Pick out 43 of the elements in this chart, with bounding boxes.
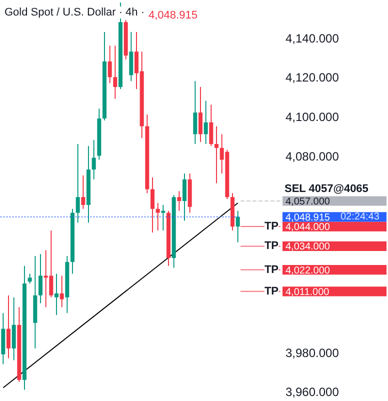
candlestick [193, 80, 198, 144]
ref-line-label: TP [264, 285, 279, 298]
candlestick [198, 86, 202, 143]
candlestick [12, 296, 16, 361]
candlestick [177, 190, 182, 212]
candlestick [81, 174, 86, 210]
candlestick [236, 210, 240, 243]
y-tick-label: 3,960.000 [286, 385, 340, 400]
y-tick-label: 4,100.000 [286, 110, 340, 124]
ref-line-label: SEL 4057@4065 [284, 183, 368, 195]
y-tick-label: 4,048.915 [286, 212, 330, 224]
candlestick [60, 275, 64, 308]
y-tick-label: 4,044.000 [286, 222, 330, 234]
candlestick [209, 104, 214, 146]
candlestick [161, 204, 166, 231]
text: Gold Spot / U.S. Dollar · 4h · [4, 6, 144, 18]
candlestick [38, 254, 42, 304]
candlestick [28, 273, 32, 284]
ref-line-label: TP [264, 240, 279, 252]
ref-line-label: TP [264, 220, 279, 233]
y-tick-label: 4,034.000 [286, 242, 330, 253]
candlestick [108, 45, 112, 84]
candlestick [156, 202, 160, 231]
y-tick-label: 4,011.000 [286, 286, 330, 298]
candlestick [113, 45, 118, 100]
candlestick [214, 126, 218, 184]
candlestick [129, 31, 134, 82]
y-tick-label: 4,120.000 [286, 70, 340, 85]
text: 4,048.915 [148, 10, 198, 22]
candlestick [92, 140, 96, 180]
candlestick [150, 176, 154, 233]
y-tick-label: 4,057.000 [286, 196, 330, 208]
y-tick-label: 4,022.000 [286, 265, 330, 276]
y-tick-label: 4,140.000 [286, 31, 340, 46]
candlestick [76, 143, 80, 224]
text: 02:24:43 [340, 211, 380, 222]
candlestick [54, 273, 58, 316]
y-tick-label: 4,080.000 [286, 149, 340, 164]
ref-line-label: TP [264, 264, 279, 276]
candlestick [182, 172, 186, 222]
candlestick [6, 294, 10, 359]
y-tick-label: 3,980.000 [286, 346, 340, 360]
candlestick [204, 100, 208, 144]
